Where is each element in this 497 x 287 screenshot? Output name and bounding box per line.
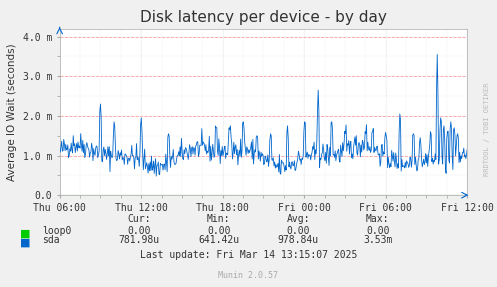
Text: 641.42u: 641.42u <box>198 234 239 245</box>
Text: Min:: Min: <box>207 214 231 224</box>
Text: sda: sda <box>42 234 60 245</box>
Text: 0.00: 0.00 <box>207 226 231 236</box>
Text: 781.98u: 781.98u <box>119 234 160 245</box>
Text: ■: ■ <box>20 238 30 247</box>
Text: 978.84u: 978.84u <box>278 234 319 245</box>
Text: loop0: loop0 <box>42 226 72 236</box>
Text: 0.00: 0.00 <box>366 226 390 236</box>
Text: 0.00: 0.00 <box>286 226 310 236</box>
Text: Max:: Max: <box>366 214 390 224</box>
Text: Last update: Fri Mar 14 13:15:07 2025: Last update: Fri Mar 14 13:15:07 2025 <box>140 250 357 260</box>
Text: 0.00: 0.00 <box>127 226 151 236</box>
Text: 3.53m: 3.53m <box>363 234 393 245</box>
Text: ■: ■ <box>20 229 30 239</box>
Text: Avg:: Avg: <box>286 214 310 224</box>
Text: RRDTOOL / TOBI OETIKER: RRDTOOL / TOBI OETIKER <box>484 82 490 176</box>
Text: Cur:: Cur: <box>127 214 151 224</box>
Y-axis label: Average IO Wait (seconds): Average IO Wait (seconds) <box>7 43 17 181</box>
Title: Disk latency per device - by day: Disk latency per device - by day <box>140 10 387 25</box>
Text: Munin 2.0.57: Munin 2.0.57 <box>219 272 278 280</box>
